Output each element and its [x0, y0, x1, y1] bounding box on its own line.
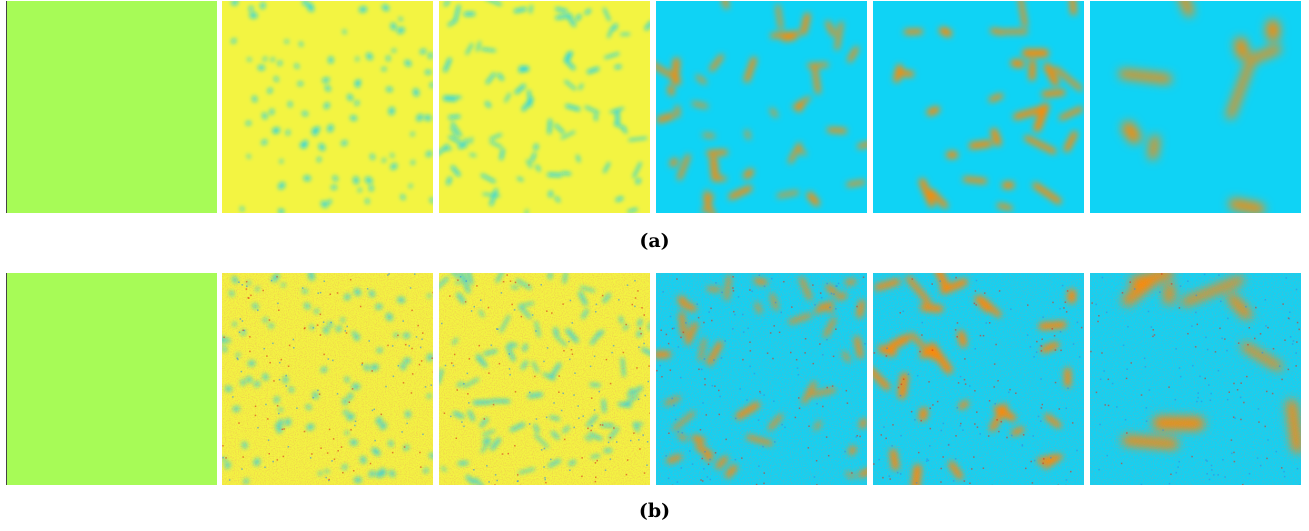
figure-row-a	[6, 1, 1306, 213]
panel-b-4	[656, 273, 867, 485]
panel-b-3	[439, 273, 650, 485]
panel-b-5	[873, 273, 1084, 485]
panel-b-2	[222, 273, 433, 485]
panel-a-6	[1090, 1, 1301, 213]
panel-b-1	[6, 273, 217, 485]
panel-a-4	[656, 1, 867, 213]
panel-a-1	[6, 1, 217, 213]
caption-b: (b)	[638, 500, 671, 522]
left-edge-line-a	[6, 1, 7, 213]
caption-a: (a)	[639, 230, 670, 252]
panel-a-3	[439, 1, 650, 213]
panel-a-2	[222, 1, 433, 213]
figure-row-b	[6, 273, 1306, 485]
left-edge-line-b	[6, 273, 7, 485]
panel-b-6	[1090, 273, 1301, 485]
panel-a-5	[873, 1, 1084, 213]
